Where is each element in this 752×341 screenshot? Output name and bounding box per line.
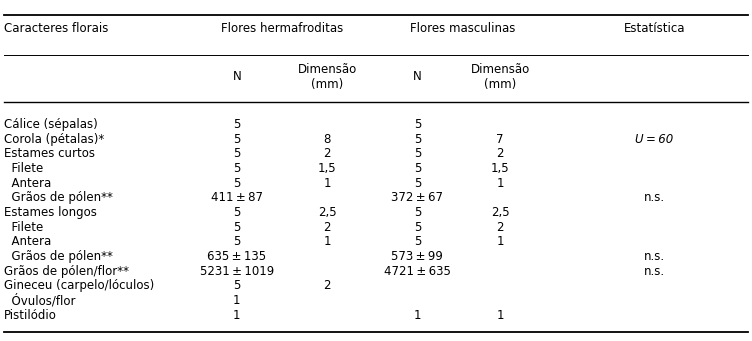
Text: n.s.: n.s. xyxy=(644,265,665,278)
Text: Grãos de pólen/flor**: Grãos de pólen/flor** xyxy=(4,265,129,278)
Text: 1: 1 xyxy=(414,309,421,322)
Text: Flores hermafroditas: Flores hermafroditas xyxy=(221,23,343,35)
Text: 1,5: 1,5 xyxy=(318,162,336,175)
Text: Dimensão
(mm): Dimensão (mm) xyxy=(298,63,356,91)
Text: 5: 5 xyxy=(414,133,421,146)
Text: Corola (pétalas)*: Corola (pétalas)* xyxy=(4,133,104,146)
Text: n.s.: n.s. xyxy=(644,250,665,263)
Text: 5: 5 xyxy=(414,221,421,234)
Text: Óvulos/flor: Óvulos/flor xyxy=(4,294,75,307)
Text: 2,5: 2,5 xyxy=(318,206,336,219)
Text: 2: 2 xyxy=(496,147,504,160)
Text: 5: 5 xyxy=(414,177,421,190)
Text: 5: 5 xyxy=(233,279,241,292)
Text: Filete: Filete xyxy=(4,221,43,234)
Text: 411 ± 87: 411 ± 87 xyxy=(211,191,263,204)
Text: 573 ± 99: 573 ± 99 xyxy=(392,250,443,263)
Text: 1,5: 1,5 xyxy=(491,162,509,175)
Text: 1: 1 xyxy=(233,294,241,307)
Text: Flores masculinas: Flores masculinas xyxy=(410,23,515,35)
Text: 5: 5 xyxy=(233,177,241,190)
Text: 5: 5 xyxy=(233,162,241,175)
Text: Estames curtos: Estames curtos xyxy=(4,147,95,160)
Text: Pistilódio: Pistilódio xyxy=(4,309,56,322)
Text: 2: 2 xyxy=(323,147,331,160)
Text: 1: 1 xyxy=(233,309,241,322)
Text: 5: 5 xyxy=(233,235,241,248)
Text: 4721 ± 635: 4721 ± 635 xyxy=(384,265,450,278)
Text: 5: 5 xyxy=(414,162,421,175)
Text: Dimensão
(mm): Dimensão (mm) xyxy=(471,63,529,91)
Text: Filete: Filete xyxy=(4,162,43,175)
Text: 1: 1 xyxy=(496,309,504,322)
Text: 5: 5 xyxy=(414,147,421,160)
Text: N: N xyxy=(413,70,422,83)
Text: Antera: Antera xyxy=(4,177,51,190)
Text: 5: 5 xyxy=(233,206,241,219)
Text: Estatística: Estatística xyxy=(623,23,685,35)
Text: 5: 5 xyxy=(233,133,241,146)
Text: 2: 2 xyxy=(323,279,331,292)
Text: 8: 8 xyxy=(323,133,331,146)
Text: 2: 2 xyxy=(496,221,504,234)
Text: 5: 5 xyxy=(414,118,421,131)
Text: 1: 1 xyxy=(323,177,331,190)
Text: 372 ± 67: 372 ± 67 xyxy=(391,191,444,204)
Text: 7: 7 xyxy=(496,133,504,146)
Text: Estames longos: Estames longos xyxy=(4,206,97,219)
Text: 5: 5 xyxy=(414,235,421,248)
Text: n.s.: n.s. xyxy=(644,191,665,204)
Text: 5: 5 xyxy=(233,147,241,160)
Text: 635 ± 135: 635 ± 135 xyxy=(208,250,266,263)
Text: 1: 1 xyxy=(496,177,504,190)
Text: Grãos de pólen**: Grãos de pólen** xyxy=(4,191,113,204)
Text: Gineceu (carpelo/lóculos): Gineceu (carpelo/lóculos) xyxy=(4,279,154,292)
Text: 1: 1 xyxy=(496,235,504,248)
Text: Caracteres florais: Caracteres florais xyxy=(4,23,108,35)
Text: 2,5: 2,5 xyxy=(491,206,509,219)
Text: 1: 1 xyxy=(323,235,331,248)
Text: Grãos de pólen**: Grãos de pólen** xyxy=(4,250,113,263)
Text: 5: 5 xyxy=(233,221,241,234)
Text: 2: 2 xyxy=(323,221,331,234)
Text: U = 60: U = 60 xyxy=(635,133,673,146)
Text: Cálice (sépalas): Cálice (sépalas) xyxy=(4,118,98,131)
Text: 5: 5 xyxy=(414,206,421,219)
Text: 5: 5 xyxy=(233,118,241,131)
Text: Antera: Antera xyxy=(4,235,51,248)
Text: N: N xyxy=(232,70,241,83)
Text: 5231 ± 1019: 5231 ± 1019 xyxy=(200,265,274,278)
